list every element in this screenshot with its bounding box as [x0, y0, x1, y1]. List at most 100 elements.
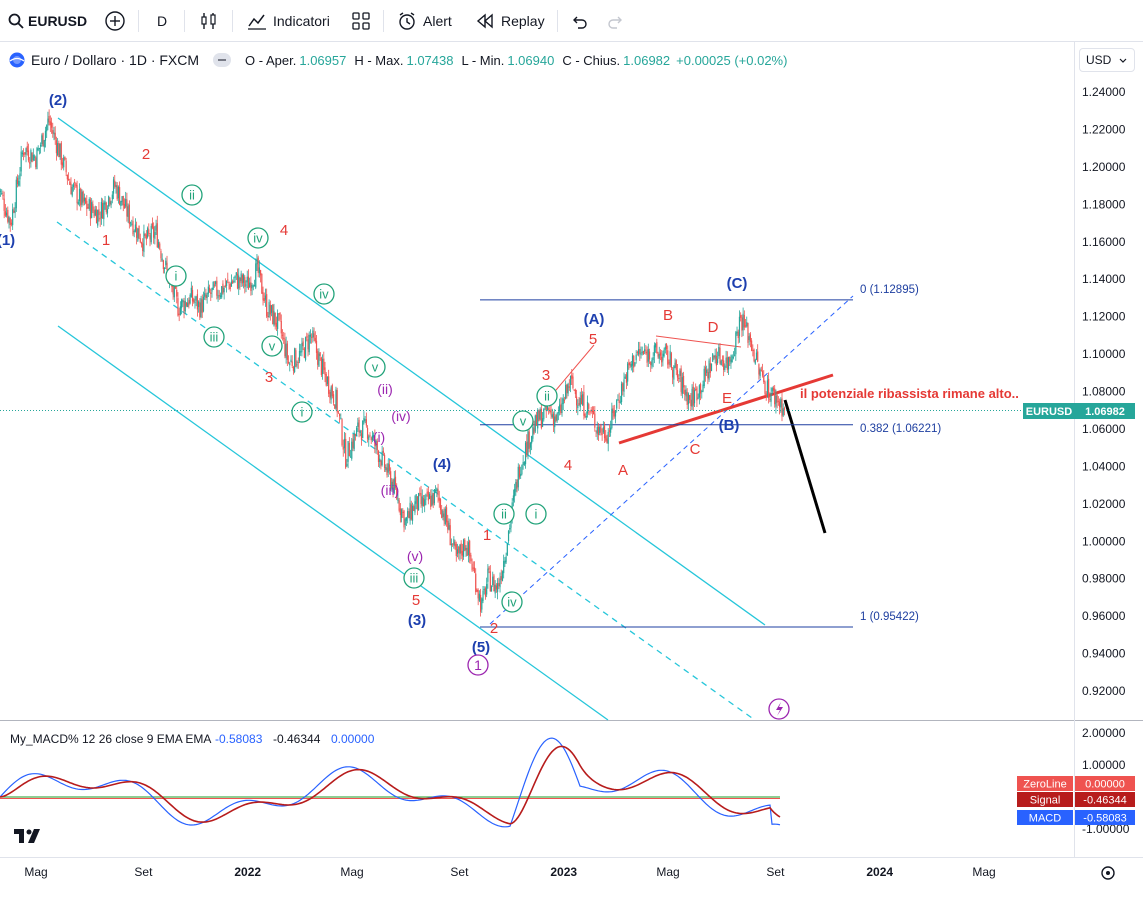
- candle-body: [58, 142, 60, 158]
- channel-mid-dashed-line[interactable]: [56, 221, 753, 719]
- channel-upper-line[interactable]: [57, 117, 766, 626]
- interval-label: D: [157, 13, 168, 29]
- candle-body: [281, 334, 284, 336]
- undo-button[interactable]: [570, 10, 588, 32]
- wave-label-blue: (B): [719, 417, 740, 434]
- candle-body: [732, 356, 734, 358]
- candle-body: [307, 339, 309, 350]
- candle-body: [29, 162, 31, 164]
- channel-lower-line[interactable]: [57, 325, 609, 721]
- settings-pill-icon[interactable]: [213, 53, 232, 67]
- candle-body: [264, 295, 267, 300]
- trend-dashed-line[interactable]: [489, 295, 854, 625]
- wave-labels: (1) (2) (3) (4) (5) (A) (B) (C) 1 2 3 4 5 3 4 5 1 2 A B C D Ei…: [0, 92, 747, 676]
- interval-button[interactable]: D: [157, 10, 167, 32]
- candle-body: [687, 393, 690, 405]
- candle-body: [748, 336, 750, 341]
- wave-label-red: A: [618, 462, 628, 479]
- candle-body: [623, 379, 625, 392]
- candle-body: [138, 225, 140, 239]
- triangle-upper-line[interactable]: [655, 335, 742, 348]
- triangle-lower-line[interactable]: [618, 373, 834, 445]
- candle-body: [494, 584, 496, 594]
- wave-label-green: ii: [189, 188, 195, 203]
- candle-body: [33, 156, 36, 158]
- candle-body: [202, 296, 205, 312]
- candle-body: [140, 242, 143, 244]
- candle-body: [315, 340, 318, 353]
- indicators-button[interactable]: Indicatori: [247, 10, 330, 32]
- wave-label-green: v: [372, 360, 379, 375]
- layouts-button[interactable]: [352, 10, 370, 32]
- candle-body: [330, 387, 332, 400]
- candle-body: [139, 238, 141, 243]
- wave-3-5-line[interactable]: [550, 344, 595, 397]
- low-value: 1.06940: [507, 52, 555, 68]
- wave-label-purple: (v): [407, 548, 423, 564]
- redo-button[interactable]: [607, 10, 625, 32]
- candle-body: [568, 386, 570, 388]
- candle-body: [149, 235, 151, 240]
- settings-gear-icon[interactable]: [1101, 866, 1115, 880]
- candle-body: [607, 431, 609, 444]
- candle-body: [25, 148, 27, 155]
- candle-body: [148, 229, 150, 234]
- candle-body: [634, 362, 636, 366]
- replay-button[interactable]: Replay: [475, 10, 545, 32]
- candle-body: [105, 202, 107, 213]
- candle-body: [603, 425, 606, 439]
- candle-body: [735, 332, 737, 355]
- candle-body: [365, 419, 367, 426]
- candle-body: [693, 390, 696, 404]
- candle-body: [447, 520, 449, 530]
- candle-body: [134, 224, 137, 232]
- compare-button[interactable]: [104, 10, 126, 32]
- projection-arrow-line[interactable]: [783, 399, 827, 534]
- candle-body: [247, 276, 250, 290]
- candle-body: [18, 180, 20, 186]
- candle-body: [5, 212, 8, 216]
- candle-body: [270, 305, 273, 313]
- high-value: 1.07438: [406, 52, 454, 68]
- wave-label-green: i: [535, 507, 538, 522]
- candle-body: [718, 347, 720, 357]
- candle-body: [374, 435, 376, 446]
- macd-series-value: -0.58083: [1083, 813, 1126, 825]
- candle-body: [341, 419, 343, 446]
- candle-body: [546, 405, 549, 410]
- candle-body: [177, 298, 179, 316]
- candle-body: [256, 259, 258, 265]
- candle-body: [46, 125, 48, 132]
- candle-body: [734, 354, 736, 356]
- candle-body: [83, 197, 85, 202]
- change-value: +0.00025 (+0.02%): [676, 52, 788, 68]
- candle-body: [334, 404, 336, 409]
- candle-body: [669, 351, 671, 366]
- candle-body: [173, 284, 175, 298]
- currency-button[interactable]: USD: [1079, 48, 1135, 72]
- candle-body: [730, 359, 732, 364]
- candle-body: [340, 417, 342, 419]
- candle-body: [612, 408, 614, 414]
- candle-body: [185, 302, 188, 306]
- candle-body: [195, 296, 197, 301]
- symbol-search[interactable]: EURUSD: [8, 10, 87, 32]
- chart-type-button[interactable]: [199, 10, 219, 32]
- candle-body: [752, 349, 754, 351]
- lightning-circle-icon[interactable]: [768, 698, 790, 720]
- candle-body: [117, 186, 120, 199]
- candle-body: [639, 348, 641, 354]
- alert-button[interactable]: Alert: [397, 10, 452, 32]
- candle-body: [769, 398, 771, 400]
- candle-body: [774, 388, 776, 405]
- candle-body: [391, 481, 393, 490]
- wave-label-green-circle: [291, 401, 313, 423]
- candle-body: [348, 442, 350, 457]
- wave-label-blue: (A): [584, 311, 605, 328]
- candle-body: [103, 202, 105, 220]
- open-label: O - Aper.: [245, 52, 297, 68]
- candle-body: [686, 392, 688, 406]
- candle-body: [558, 404, 561, 412]
- candle-body: [239, 277, 241, 283]
